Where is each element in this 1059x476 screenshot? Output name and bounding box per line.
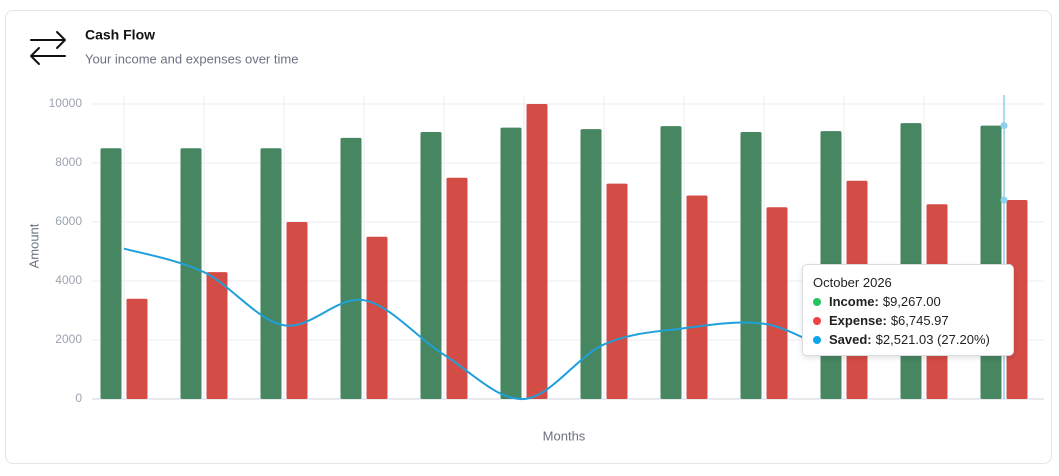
tooltip-row: Income: $9,267.00 xyxy=(813,292,1003,311)
bar xyxy=(580,129,602,399)
hover-dot xyxy=(1000,196,1008,204)
bar xyxy=(340,137,362,400)
bar xyxy=(366,236,388,399)
tooltip-label: Expense: xyxy=(829,313,887,328)
tooltip-label: Saved: xyxy=(829,332,872,347)
bar xyxy=(526,104,548,399)
bar xyxy=(500,127,522,399)
bar xyxy=(420,132,442,399)
tooltip-value: $9,267.00 xyxy=(882,294,941,309)
tooltip-value: $2,521.03 (27.20%) xyxy=(875,332,990,347)
hover-dot xyxy=(1000,122,1008,130)
tooltip-value: $6,745.97 xyxy=(890,313,949,328)
tooltip-dot xyxy=(813,316,821,325)
bar xyxy=(740,132,762,399)
tooltip: October 2026 Income: $9,267.00 Expense: $6,… xyxy=(802,264,1014,356)
bar xyxy=(126,298,148,399)
y-tick-label: 8000 xyxy=(55,155,82,169)
y-tick-label: 0 xyxy=(75,391,82,405)
bar xyxy=(206,272,228,399)
bar xyxy=(180,148,202,399)
bar xyxy=(900,123,922,400)
y-tick-label: 6000 xyxy=(55,214,82,228)
bar xyxy=(446,177,468,399)
tooltip-row: Expense: $6,745.97 xyxy=(813,311,1003,330)
y-axis-label: Amount xyxy=(26,223,41,268)
tooltip-dot xyxy=(813,335,821,344)
bar xyxy=(980,125,1002,399)
bar xyxy=(766,207,788,399)
y-tick-label: 10000 xyxy=(49,96,83,110)
y-tick-label: 4000 xyxy=(55,273,82,287)
bar xyxy=(100,148,122,399)
bar xyxy=(260,148,282,399)
card-subtitle: Your income and expenses over time xyxy=(85,51,298,66)
tooltip-dot xyxy=(813,297,821,306)
bar xyxy=(286,222,308,399)
tooltip-label: Income: xyxy=(829,294,879,309)
y-tick-label: 2000 xyxy=(55,332,82,346)
bar xyxy=(606,183,628,399)
tooltip-title: October 2026 xyxy=(813,275,892,290)
bar xyxy=(686,195,708,399)
plot: 0 2000 4000 6000 8000 10000 xyxy=(49,95,1044,405)
tooltip-row: Saved: $2,521.03 (27.20%) xyxy=(813,330,1003,349)
transfer-icon xyxy=(30,31,66,65)
card-title: Cash Flow xyxy=(85,27,155,43)
x-axis-label: Months xyxy=(543,428,586,443)
bar xyxy=(660,126,682,399)
